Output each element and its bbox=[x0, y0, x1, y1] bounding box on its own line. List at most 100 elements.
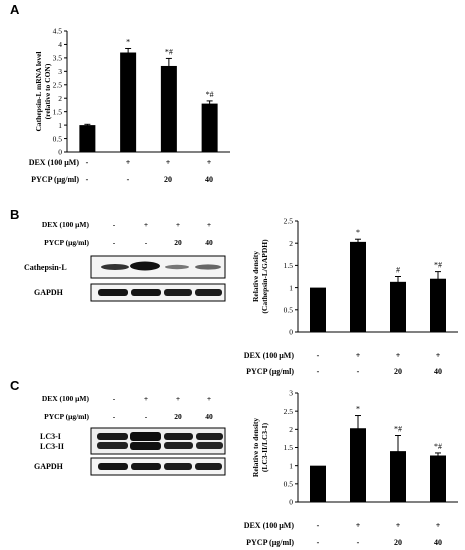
y-tick-label: 0.5 bbox=[284, 480, 294, 489]
band bbox=[131, 289, 161, 296]
band bbox=[196, 433, 223, 440]
dex-mark: - bbox=[317, 521, 320, 530]
y-axis-label-line: (LC3-II/LC3-I) bbox=[260, 422, 269, 472]
y-axis-label: Relative density(Cathepsin-L/GAPDH) bbox=[251, 239, 269, 314]
y-tick-label: 2 bbox=[289, 239, 293, 248]
y-tick-label: 1 bbox=[289, 283, 293, 292]
dex-mark: + bbox=[207, 158, 212, 167]
significance-label: *# bbox=[165, 47, 173, 56]
band bbox=[98, 463, 128, 470]
panel-label-b: B bbox=[10, 207, 19, 222]
y-axis-label-line: (relative to CON) bbox=[43, 63, 52, 119]
blot-b-label-cathepsin: Cathepsin-L bbox=[24, 263, 67, 272]
y-tick-label: 2.5 bbox=[53, 80, 63, 89]
bar bbox=[160, 65, 177, 152]
blot-c-label-lc3: LC3-I LC3-II bbox=[40, 432, 64, 451]
dex-mark: + bbox=[144, 220, 148, 229]
panel-label-c: C bbox=[10, 378, 20, 393]
band bbox=[164, 442, 193, 449]
dex-mark: + bbox=[176, 394, 180, 403]
y-axis-label-line: Cathepsin-L mRNA level bbox=[34, 51, 43, 131]
band bbox=[165, 264, 189, 270]
dex-mark: + bbox=[126, 158, 131, 167]
pycp-mark: - bbox=[317, 367, 320, 376]
pycp-mark: - bbox=[86, 175, 89, 184]
chart-c: 0 0.5 1 1.5 2 2.5 3 Relative to density(LC3-II/… bbox=[251, 389, 458, 507]
western-blot-b: Cathepsin-L GAPDH bbox=[24, 255, 226, 302]
pycp-mark: 20 bbox=[394, 367, 402, 376]
conditions-chart-b: DEX (100 μM) PYCP (μg/ml) - - + - +20 +40 bbox=[244, 351, 442, 376]
band bbox=[101, 264, 129, 270]
significance-label: *# bbox=[434, 261, 442, 270]
bar bbox=[350, 241, 366, 332]
blot-c-label-gapdh: GAPDH bbox=[34, 462, 64, 471]
y-tick-label: 0 bbox=[58, 148, 62, 157]
dex-mark: + bbox=[436, 351, 441, 360]
dex-mark: + bbox=[144, 394, 148, 403]
y-tick-label: 2 bbox=[289, 425, 293, 434]
pycp-label: PYCP (μg/ml) bbox=[31, 175, 79, 184]
dex-mark: + bbox=[176, 220, 180, 229]
band bbox=[196, 442, 223, 449]
bar bbox=[120, 52, 137, 153]
western-blot-c: LC3-I LC3-II GAPDH bbox=[34, 427, 226, 476]
band bbox=[130, 261, 160, 271]
y-tick-label: 0 bbox=[289, 498, 293, 507]
pycp-mark: - bbox=[113, 412, 116, 421]
blot-c-label-lc3-ii: LC3-II bbox=[40, 442, 64, 451]
y-axis-label-line: Relative to density bbox=[251, 418, 260, 477]
pycp-label: PYCP (μg/ml) bbox=[44, 412, 89, 421]
blot-c-label-lc3-i: LC3-I bbox=[40, 432, 61, 441]
dex-mark: + bbox=[396, 351, 401, 360]
band bbox=[97, 433, 128, 440]
bar bbox=[310, 465, 326, 502]
bar bbox=[310, 287, 326, 332]
pycp-label: PYCP (μg/ml) bbox=[44, 238, 89, 247]
y-tick-label: 4.5 bbox=[53, 27, 63, 36]
chart-a: 0 0.5 1 1.5 2 2.5 3 3.5 4 4.5 Cathepsin-L mRNA lev… bbox=[34, 27, 230, 157]
dex-label: DEX (100 μM) bbox=[244, 351, 295, 360]
band bbox=[164, 289, 192, 296]
y-tick-label: 1.5 bbox=[284, 443, 294, 452]
dex-mark: + bbox=[166, 158, 171, 167]
significance-label: * bbox=[356, 228, 360, 237]
y-axis-label: Relative to density(LC3-II/LC3-I) bbox=[251, 418, 269, 477]
y-tick-label: 1.5 bbox=[284, 261, 294, 270]
pycp-mark: 40 bbox=[205, 412, 213, 421]
conditions-blot-b: DEX (100 μM) PYCP (μg/ml) - - + - +20 +40 bbox=[42, 220, 213, 247]
bar bbox=[350, 428, 366, 502]
conditions-chart-c: DEX (100 μM) PYCP (μg/ml) - - + - +20 +40 bbox=[244, 521, 442, 547]
dex-mark: - bbox=[113, 394, 116, 403]
pycp-mark: - bbox=[113, 238, 116, 247]
conditions-blot-c: DEX (100 μM) PYCP (μg/ml) - - + - +20 +40 bbox=[42, 394, 213, 421]
y-tick-label: 2.5 bbox=[284, 407, 294, 416]
pycp-mark: - bbox=[127, 175, 130, 184]
significance-label: * bbox=[126, 37, 130, 46]
significance-label: *# bbox=[394, 425, 402, 434]
dex-mark: - bbox=[113, 220, 116, 229]
band bbox=[97, 442, 128, 449]
bar bbox=[430, 455, 446, 502]
dex-label: DEX (100 μM) bbox=[29, 158, 80, 167]
pycp-label: PYCP (μg/ml) bbox=[246, 367, 294, 376]
bar bbox=[390, 281, 406, 332]
y-tick-label: 2.5 bbox=[284, 217, 294, 226]
y-tick-label: 1.5 bbox=[53, 107, 63, 116]
dex-mark: + bbox=[356, 351, 361, 360]
band bbox=[130, 442, 161, 450]
blot-b-label-gapdh: GAPDH bbox=[34, 288, 64, 297]
band bbox=[164, 463, 192, 470]
pycp-mark: - bbox=[145, 412, 148, 421]
dex-mark: - bbox=[317, 351, 320, 360]
panel-label-a: A bbox=[10, 2, 20, 17]
bar bbox=[79, 125, 96, 152]
band bbox=[164, 433, 193, 440]
pycp-mark: 20 bbox=[394, 538, 402, 547]
y-axis-label: Cathepsin-L mRNA level(relative to CON) bbox=[34, 51, 52, 131]
chart-b: 0 0.5 1 1.5 2 2.5 Relative density(Cathepsin-L… bbox=[251, 217, 458, 337]
dex-label: DEX (100 μM) bbox=[244, 521, 295, 530]
pycp-mark: 40 bbox=[434, 367, 442, 376]
pycp-mark: 20 bbox=[174, 238, 182, 247]
significance-label: * bbox=[356, 405, 360, 414]
significance-label: *# bbox=[434, 442, 442, 451]
